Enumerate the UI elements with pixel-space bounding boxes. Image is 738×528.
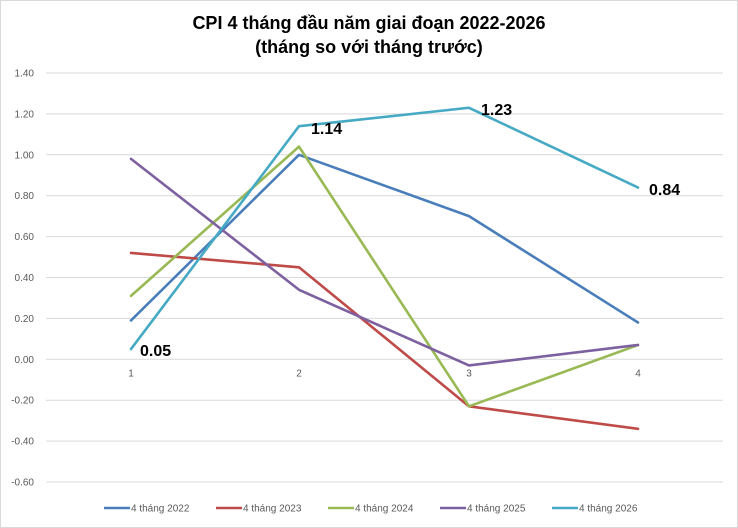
y-axis-ticks: 1.40 1.20 1.00 0.80 0.60 0.40 0.20 0.00 -0.20 -0.… — [11, 69, 34, 489]
series-line-3 — [129, 145, 640, 408]
data-labels: 0.05 1.14 1.23 0.84 — [140, 102, 680, 360]
chart-title-line-2: (tháng so với tháng trước) — [255, 37, 483, 57]
legend-label: 4 tháng 2022 — [131, 504, 190, 515]
x-tick-label: 3 — [466, 368, 472, 379]
y-tick-label: -0.40 — [11, 437, 34, 448]
data-label: 1.23 — [481, 102, 512, 119]
y-tick-label: 1.20 — [15, 109, 35, 120]
data-label: 0.84 — [649, 182, 680, 199]
y-tick-label: 0.80 — [15, 191, 35, 202]
x-tick-label: 2 — [296, 368, 302, 379]
x-tick-label: 4 — [635, 368, 641, 379]
y-tick-label: 1.40 — [15, 69, 35, 80]
series-line-2 — [129, 251, 640, 431]
x-tick-label: 1 — [128, 368, 134, 379]
legend-label: 4 tháng 2026 — [579, 504, 638, 515]
y-tick-label: 0.00 — [15, 355, 35, 366]
data-label: 0.05 — [140, 343, 171, 360]
y-tick-label: 0.20 — [15, 314, 35, 325]
series-line-5 — [129, 106, 640, 351]
y-tick-label: -0.60 — [11, 478, 34, 489]
y-tick-label: 0.40 — [15, 273, 35, 284]
legend-label: 4 tháng 2023 — [243, 504, 302, 515]
legend-label: 4 tháng 2025 — [467, 504, 526, 515]
data-label: 1.14 — [311, 121, 342, 138]
series-line-1 — [129, 153, 640, 324]
chart-title-line-1: CPI 4 tháng đầu năm giai đoạn 2022-2026 — [192, 13, 545, 33]
x-axis-ticks: 1 2 3 4 — [128, 368, 641, 379]
legend-label: 4 tháng 2024 — [355, 504, 414, 515]
legend: 4 tháng 2022 4 tháng 2023 4 tháng 2024 4 th… — [104, 504, 638, 515]
y-tick-label: 1.00 — [15, 150, 35, 161]
series-line-4 — [129, 157, 640, 367]
y-tick-label: -0.20 — [11, 396, 34, 407]
series-lines — [129, 106, 640, 431]
y-tick-label: 0.60 — [15, 232, 35, 243]
